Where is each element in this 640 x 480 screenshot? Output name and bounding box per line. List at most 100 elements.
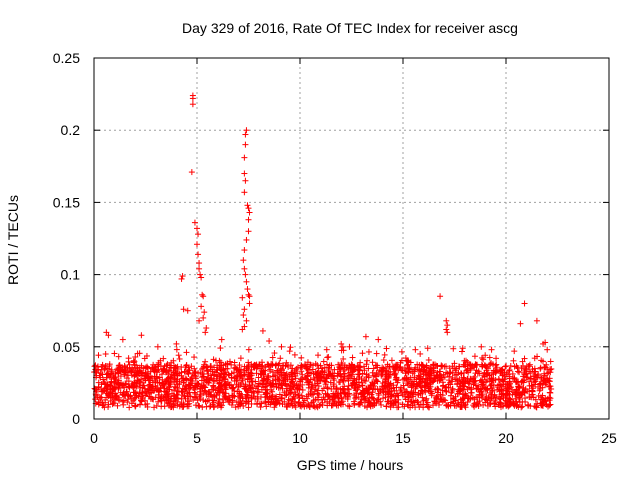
data-point	[245, 205, 252, 212]
data-point	[365, 365, 372, 372]
data-point	[537, 365, 544, 372]
data-point	[545, 377, 552, 384]
data-point	[189, 101, 196, 108]
data-point	[242, 177, 249, 184]
data-point	[251, 361, 258, 368]
data-point	[217, 366, 224, 373]
data-point	[242, 386, 249, 393]
data-point	[244, 375, 251, 382]
data-point	[481, 373, 488, 380]
data-point	[263, 403, 270, 410]
data-point	[115, 381, 122, 388]
y-tick-label: 0	[72, 411, 80, 427]
data-point	[387, 368, 394, 375]
data-point	[449, 387, 456, 394]
data-point	[340, 355, 347, 362]
data-point	[248, 378, 255, 385]
data-point	[213, 391, 220, 398]
data-point	[311, 388, 318, 395]
data-point	[282, 392, 289, 399]
data-point	[184, 369, 191, 376]
data-point	[290, 384, 297, 391]
data-point	[445, 403, 452, 410]
data-point	[493, 355, 500, 362]
data-point	[511, 348, 518, 355]
data-point	[178, 395, 185, 402]
data-point	[181, 368, 188, 375]
data-point	[161, 380, 168, 387]
data-point	[262, 364, 269, 371]
data-point	[417, 390, 424, 397]
data-point	[451, 360, 458, 367]
data-point	[511, 374, 518, 381]
data-point	[308, 385, 315, 392]
data-point	[295, 382, 302, 389]
data-point	[115, 367, 122, 374]
plot-frame	[93, 57, 610, 420]
data-point	[394, 404, 401, 411]
data-point	[482, 352, 489, 359]
data-point	[106, 373, 113, 380]
data-point	[479, 363, 486, 370]
data-point	[506, 401, 513, 408]
data-point	[304, 379, 311, 386]
data-point	[198, 303, 205, 310]
data-point	[446, 365, 453, 372]
data-point	[339, 343, 346, 350]
data-point	[283, 370, 290, 377]
data-point	[535, 383, 542, 390]
data-point	[324, 354, 331, 361]
data-point	[474, 361, 481, 368]
data-point	[132, 365, 139, 372]
data-point	[201, 309, 208, 316]
data-point	[278, 371, 285, 378]
data-point	[528, 375, 535, 382]
data-point	[140, 379, 147, 386]
data-point	[216, 380, 223, 387]
y-tick-label: 0.05	[53, 339, 80, 355]
data-point	[433, 400, 440, 407]
data-point	[146, 377, 153, 384]
data-point	[179, 385, 186, 392]
data-point	[269, 354, 276, 361]
data-point	[311, 376, 318, 383]
data-point	[502, 363, 509, 370]
data-point	[513, 402, 520, 409]
data-point	[338, 347, 345, 354]
data-point	[350, 366, 357, 373]
data-point	[513, 391, 520, 398]
data-point	[352, 395, 359, 402]
data-point	[357, 359, 364, 366]
data-point	[173, 394, 180, 401]
data-point	[404, 380, 411, 387]
data-point	[188, 169, 195, 176]
data-point	[409, 370, 416, 377]
data-point	[255, 374, 262, 381]
data-point	[501, 376, 508, 383]
data-point	[176, 355, 183, 362]
data-point	[144, 368, 151, 375]
data-point	[120, 367, 127, 374]
data-point	[316, 403, 323, 410]
data-point	[341, 370, 348, 377]
data-point	[518, 379, 525, 386]
data-point	[255, 383, 262, 390]
data-point	[191, 389, 198, 396]
data-point	[210, 404, 217, 411]
data-point	[425, 404, 432, 411]
data-point	[112, 390, 119, 397]
data-point	[412, 346, 419, 353]
data-point	[417, 368, 424, 375]
data-point	[173, 346, 180, 353]
data-point	[332, 401, 339, 408]
data-point	[527, 394, 534, 401]
data-point	[193, 393, 200, 400]
data-point	[239, 326, 246, 333]
data-point	[142, 364, 149, 371]
data-point	[370, 382, 377, 389]
data-point	[486, 354, 493, 361]
data-point	[195, 402, 202, 409]
data-point	[462, 392, 469, 399]
data-point	[237, 381, 244, 388]
data-point	[307, 361, 314, 368]
